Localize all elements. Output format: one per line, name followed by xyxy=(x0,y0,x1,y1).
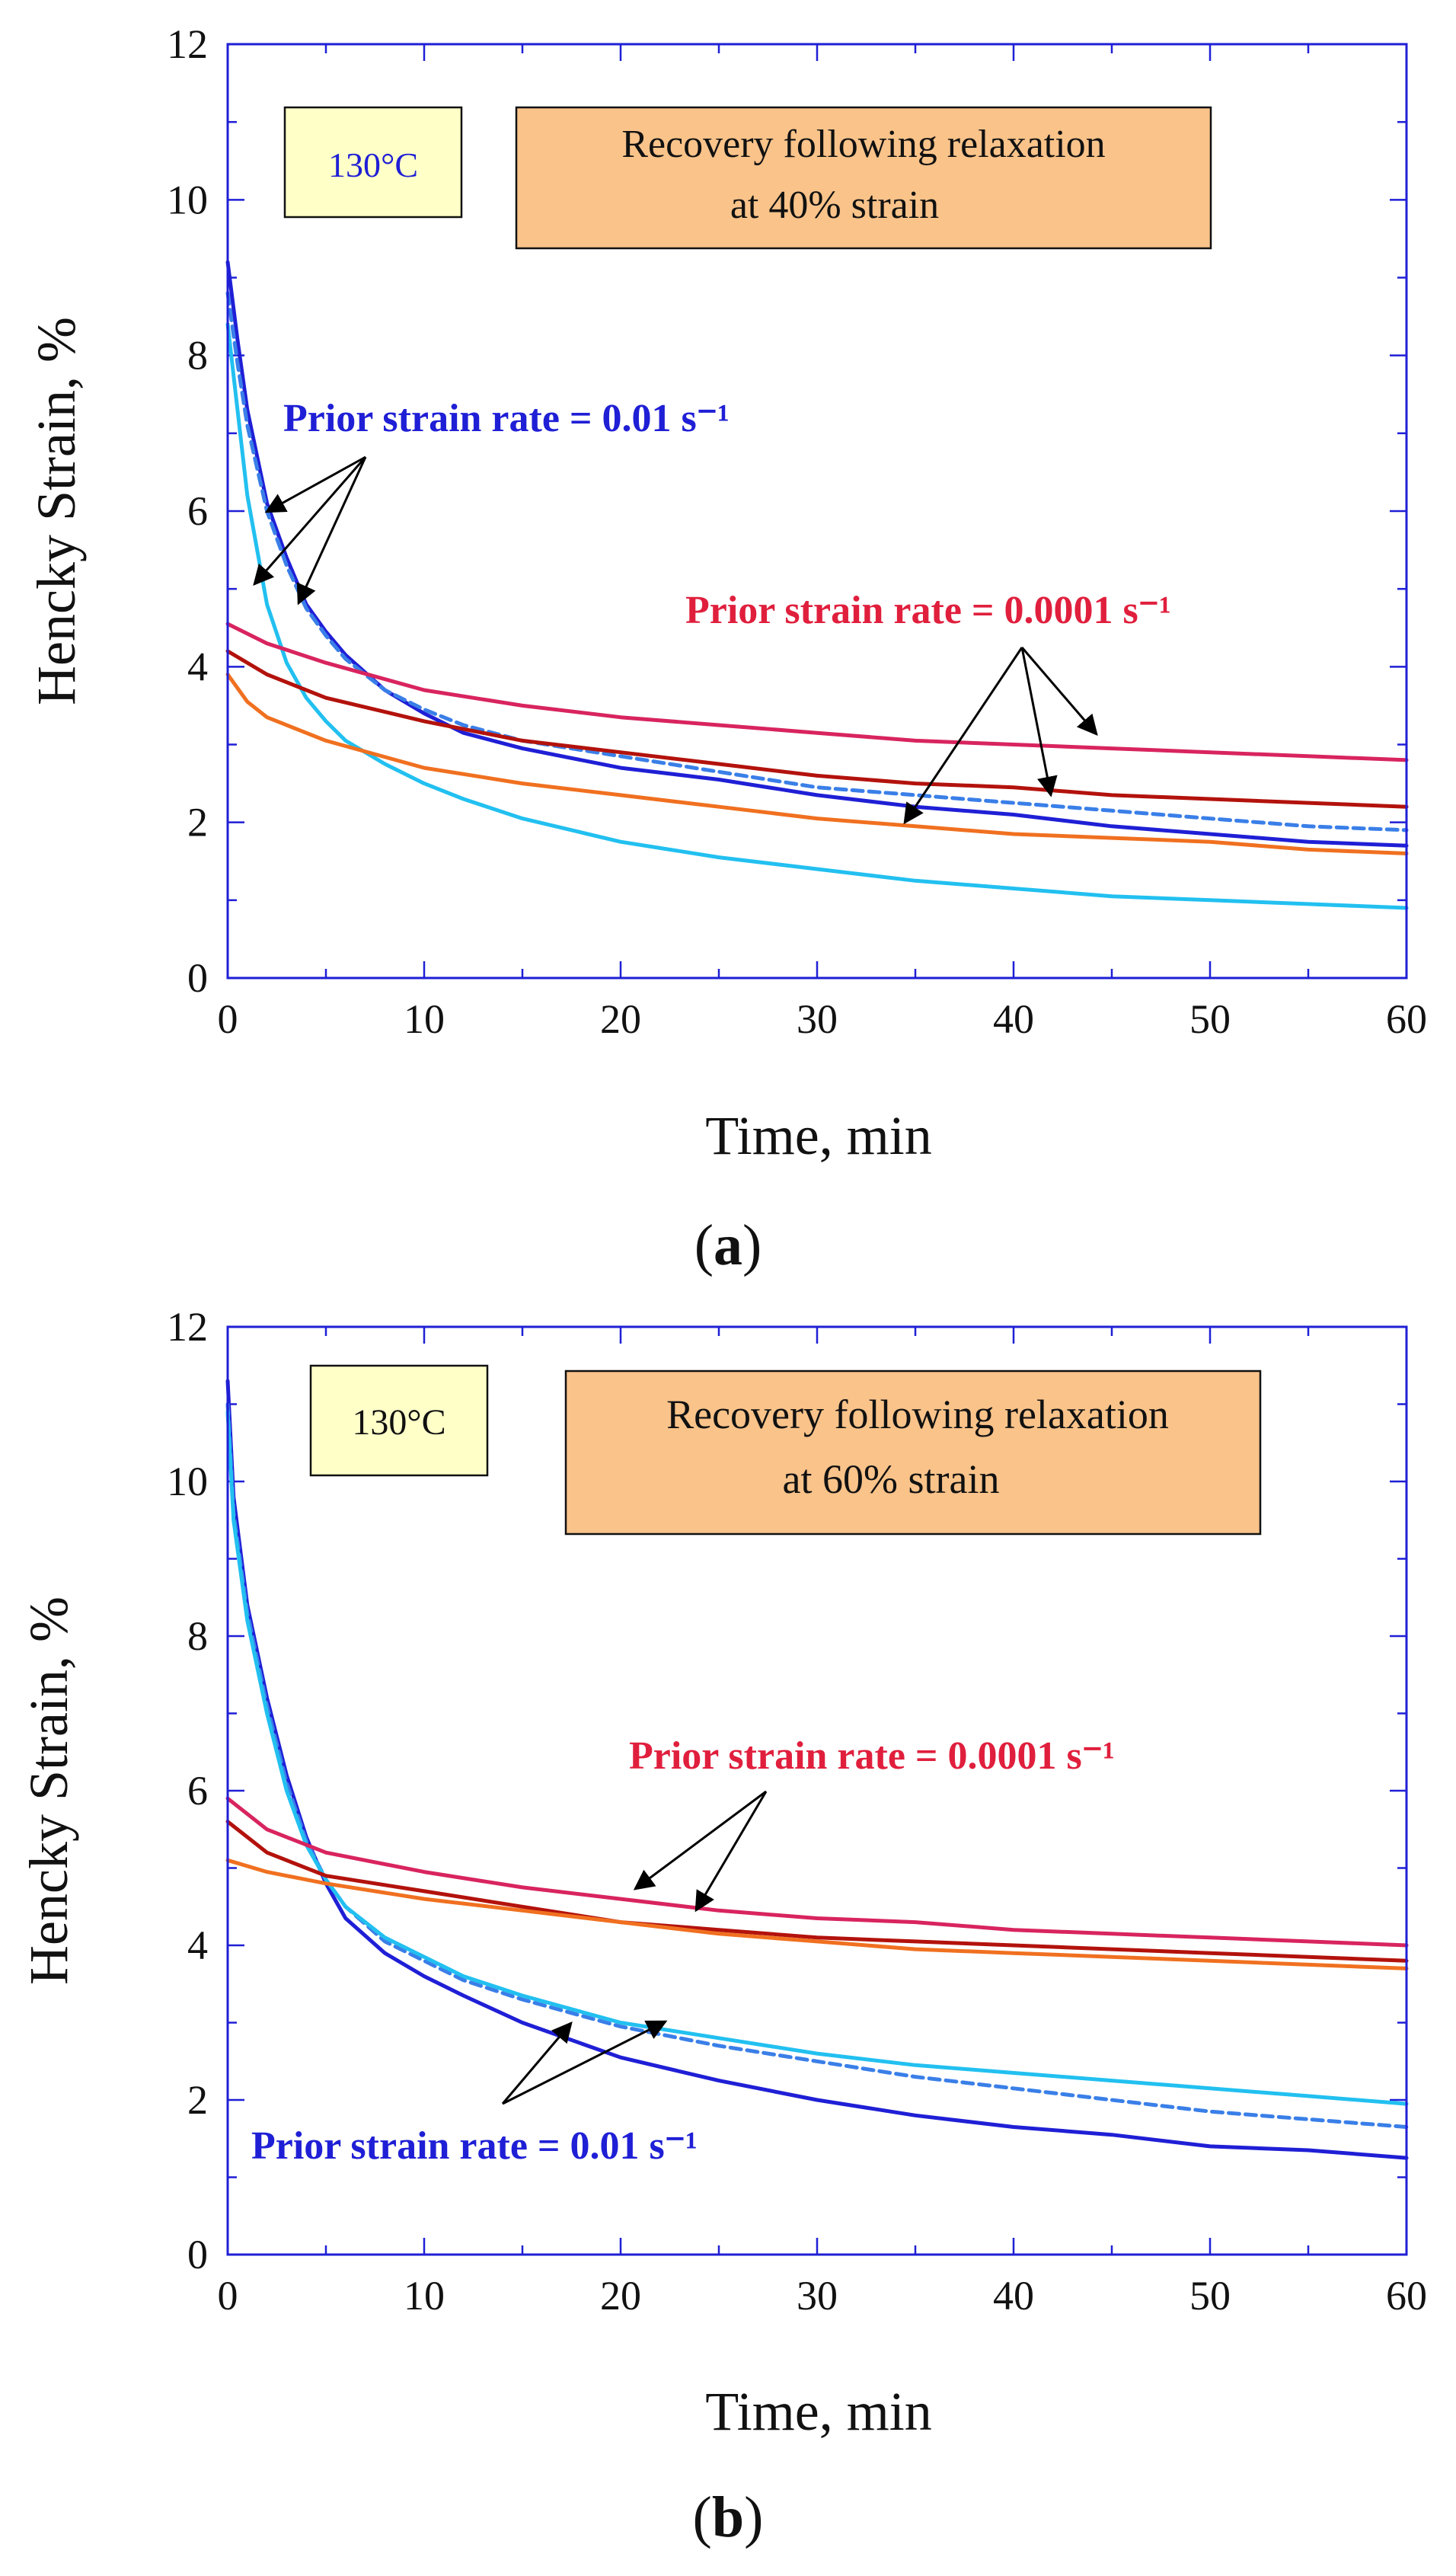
chart-a-ytick-label: 10 xyxy=(167,177,208,222)
chart-a-arrow-fast-1 xyxy=(264,455,366,513)
chart-a-ytick-label: 4 xyxy=(187,644,208,689)
chart-b-plot-frame xyxy=(226,1325,1408,2256)
chart-b-arrow-fast-2 xyxy=(502,2020,668,2105)
chart-a-temp-label: 130°C xyxy=(328,145,418,184)
chart-b-temp-label: 130°C xyxy=(352,1402,445,1443)
chart-b-ylabel: Hencky Strain, % xyxy=(18,1596,79,1985)
chart-b-series-line-5 xyxy=(225,1820,1409,1963)
chart-b-ytick-label: 8 xyxy=(187,1613,208,1659)
chart-b-ytick-label: 10 xyxy=(167,1459,208,1504)
chart-a-ytick-label: 0 xyxy=(187,955,208,1001)
chart-a-xtick-label: 30 xyxy=(797,996,838,1042)
chart-a-series-line-4 xyxy=(225,622,1409,762)
chart-b-ytick-label: 0 xyxy=(187,2232,208,2277)
chart-a-xtick-label: 0 xyxy=(218,996,238,1042)
chart-b-series-line-4 xyxy=(225,1796,1409,1948)
chart-b-xtick-label: 10 xyxy=(404,2273,445,2319)
chart-b-note-line2: at 60% strain xyxy=(783,1456,1000,1502)
chart-a-xtick-label: 60 xyxy=(1386,996,1427,1042)
chart-b-arrow-slow-1 xyxy=(633,1790,767,1890)
chart-a-series-line-2 xyxy=(225,291,1409,833)
chart-a-xtick-label: 40 xyxy=(993,996,1034,1042)
chart-b-label-slow: Prior strain rate = 0.0001 s⁻¹ xyxy=(629,1734,1115,1778)
chart-a-arrow-slow-3 xyxy=(1020,647,1098,737)
chart-a-xtick-label: 50 xyxy=(1189,996,1231,1042)
chart-a-plot-frame xyxy=(226,43,1408,980)
chart-a-ytick-label: 8 xyxy=(187,333,208,379)
chart-b-xtick-label: 20 xyxy=(600,2273,641,2319)
chart-b-xtick-label: 50 xyxy=(1189,2273,1231,2319)
chart-a-series-line-1 xyxy=(225,260,1409,848)
chart-b-series-line-2 xyxy=(225,1402,1409,2129)
chart-b-label-fast: Prior strain rate = 0.01 s⁻¹ xyxy=(251,2124,698,2168)
chart-a-temp-box xyxy=(283,106,463,219)
chart-b-series-line-6 xyxy=(225,1858,1409,1970)
chart-b-ytick-label: 12 xyxy=(167,1304,208,1350)
chart-a-arrow-slow-2 xyxy=(1020,647,1058,797)
chart-a-xlabel: Time, min xyxy=(705,1105,931,1166)
chart-b-arrow-slow-2 xyxy=(694,1791,768,1913)
chart-b-temp-box xyxy=(309,1364,489,1477)
chart-a-xtick-label: 20 xyxy=(600,996,641,1042)
chart-a-label-fast: Prior strain rate = 0.01 s⁻¹ xyxy=(283,397,730,440)
chart-a-series-line-6 xyxy=(225,673,1409,855)
chart-b-xtick-label: 0 xyxy=(218,2273,238,2319)
chart-a-ylabel: Hencky Strain, % xyxy=(26,317,87,705)
chart-b-xtick-label: 30 xyxy=(797,2273,838,2319)
chart-b-series-line-3 xyxy=(225,1410,1409,2106)
chart-a-series-line-5 xyxy=(225,649,1409,809)
chart-a-ticks: 0 2 4 6 8 10 12 0 10 20 30 40 50 60 xyxy=(167,21,1427,1042)
chart-a-arrow-fast-2 xyxy=(253,456,367,586)
chart-b-ticks: 0 2 4 6 8 10 12 0 10 20 30 40 50 60 xyxy=(167,1304,1427,2319)
chart-b-xtick-label: 60 xyxy=(1386,2273,1427,2319)
chart-a-ytick-label: 2 xyxy=(187,800,208,845)
chart-b-xlabel: Time, min xyxy=(705,2381,931,2442)
chart-a-series xyxy=(225,260,1409,910)
chart-panel-b: 0 2 4 6 8 10 12 0 10 20 30 40 50 60 130°C Recovery fo… xyxy=(18,1304,1427,2549)
chart-a-xtick-label: 10 xyxy=(404,996,445,1042)
chart-a-note-box xyxy=(515,106,1212,250)
chart-b-note-line1: Recovery following relaxation xyxy=(666,1392,1169,1437)
chart-a-note-line2: at 40% strain xyxy=(730,184,939,227)
chart-b-ytick-label: 6 xyxy=(187,1768,208,1814)
chart-a-series-line-3 xyxy=(225,322,1409,910)
chart-b-xtick-label: 40 xyxy=(993,2273,1034,2319)
chart-b-ytick-label: 2 xyxy=(187,2077,208,2123)
chart-b-note-box xyxy=(564,1369,1262,1536)
chart-b-panel-label: (b) xyxy=(693,2485,764,2549)
chart-b-series xyxy=(225,1379,1409,2160)
chart-b-arrow-fast-1 xyxy=(501,2021,573,2105)
chart-a-note-line1: Recovery following relaxation xyxy=(621,123,1105,166)
chart-a-arrow-fast-3 xyxy=(296,456,367,606)
chart-a-label-slow: Prior strain rate = 0.0001 s⁻¹ xyxy=(685,589,1171,632)
chart-b-ytick-label: 4 xyxy=(187,1922,208,1968)
chart-a-ytick-label: 12 xyxy=(167,21,208,67)
chart-a-arrow-slow-1 xyxy=(903,647,1023,825)
chart-a-panel-label: (a) xyxy=(694,1213,762,1277)
chart-panel-a: 0 2 4 6 8 10 12 0 10 20 30 40 50 60 130°C Recovery fo… xyxy=(26,21,1427,1277)
chart-a-ytick-label: 6 xyxy=(187,488,208,534)
